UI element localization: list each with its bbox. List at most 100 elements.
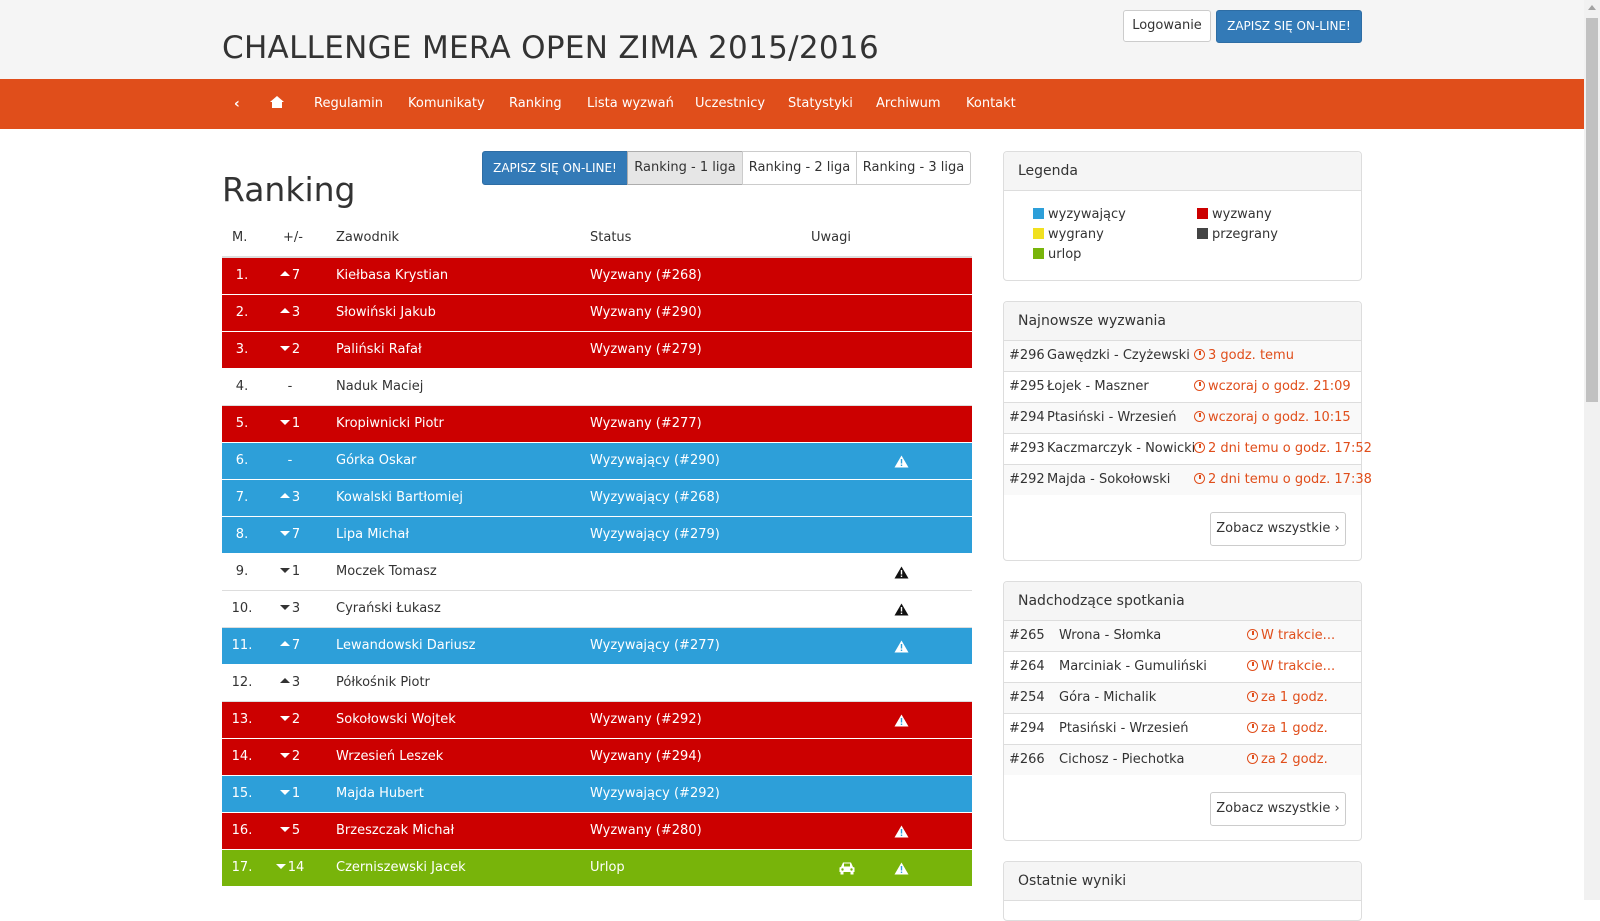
rank-position: 13. [231,712,253,727]
warning-icon[interactable] [894,591,914,627]
ranking-league-1-button[interactable]: Ranking - 1 liga [627,151,743,185]
arrow-up-icon [279,493,290,498]
match-players: Góra - Michalik [1059,690,1157,705]
rank-change: 1 [270,406,310,442]
table-row: 8. 7 Lipa Michał Wyzywający (#279) [222,517,972,554]
list-item[interactable]: #294 Ptasiński - Wrzesień za 1 godz. [1004,713,1361,744]
player-name[interactable]: Kropiwnicki Piotr [336,416,444,431]
player-name[interactable]: Kiełbasa Krystian [336,268,449,283]
chevron-left-icon[interactable]: ‹ [234,96,240,112]
scrollbar-thumb[interactable] [1586,18,1598,402]
player-name[interactable]: Brzeszczak Michał [336,823,455,838]
rank-change-value: 2 [291,712,301,727]
signup-button[interactable]: ZAPISZ SIĘ ON-LINE! [482,151,628,185]
match-players: Ptasiński - Wrzesień [1059,721,1189,736]
player-status[interactable]: Wyzwany (#290) [590,305,702,320]
rank-change-value: 3 [291,601,301,616]
login-button[interactable]: Logowanie [1123,10,1211,42]
legend-label: wyzywający [1048,207,1126,222]
player-name[interactable]: Czerniszewski Jacek [336,860,466,875]
rank-change-value: - [287,379,293,394]
player-status[interactable]: Wyzywający (#279) [590,527,720,542]
warning-icon[interactable] [894,702,914,738]
rank-position: 14. [231,749,253,764]
col-header-status: Status [590,230,632,245]
list-item[interactable]: #295 Łojek - Maszner wczoraj o godz. 21:09 [1004,371,1361,402]
nav-kontakt[interactable]: Kontakt [966,96,1016,111]
latest-challenges-panel: Najnowsze wyzwania #296 Gawędzki - Czyżew… [1003,301,1372,561]
ranking-league-2-button[interactable]: Ranking - 2 liga [742,151,857,185]
player-status[interactable]: Wyzywający (#292) [590,786,720,801]
legend-label: przegrany [1212,227,1278,242]
rank-change-value: 3 [291,675,301,690]
rank-change: 3 [270,665,310,701]
player-status[interactable]: Wyzwany (#279) [590,342,702,357]
match-time: wczoraj o godz. 10:15 [1194,403,1351,433]
nav-komunikaty[interactable]: Komunikaty [408,96,485,111]
see-all-label: Zobacz wszystkie [1216,801,1331,816]
player-name[interactable]: Cyrański Łukasz [336,601,441,616]
scroll-up-arrow-icon[interactable] [1588,5,1596,10]
legend-item-vacation: urlop [1033,247,1081,262]
rank-change: - [270,369,310,405]
nav-statystyki[interactable]: Statystyki [788,96,853,111]
warning-icon[interactable] [894,443,914,479]
nav-lista-wyzwan[interactable]: Lista wyzwań [587,96,674,111]
player-name[interactable]: Słowiński Jakub [336,305,436,320]
warning-icon[interactable] [894,813,914,849]
player-name[interactable]: Kowalski Bartłomiej [336,490,463,505]
player-name[interactable]: Sokołowski Wojtek [336,712,456,727]
page-title: Ranking [222,170,356,209]
player-name[interactable]: Majda Hubert [336,786,424,801]
player-status[interactable]: Wyzwany (#280) [590,823,702,838]
nav-ranking[interactable]: Ranking [509,96,562,111]
player-status[interactable]: Wyzywający (#277) [590,638,720,653]
legend-label: urlop [1048,247,1082,262]
player-name[interactable]: Lipa Michał [336,527,410,542]
nav-regulamin[interactable]: Regulamin [314,96,384,111]
player-status[interactable]: Urlop [590,860,625,875]
nav-uczestnicy[interactable]: Uczestnicy [695,96,766,111]
see-all-challenges-button[interactable]: Zobacz wszystkie › [1210,512,1346,546]
player-status[interactable]: Wyzwany (#292) [590,712,702,727]
arrow-down-icon [279,605,290,610]
rank-position: 12. [231,675,253,690]
player-name[interactable]: Górka Oskar [336,453,417,468]
player-name[interactable]: Naduk Maciej [336,379,424,394]
signup-button-header[interactable]: ZAPISZ SIĘ ON-LINE! [1216,10,1362,43]
player-name[interactable]: Wrzesień Leszek [336,749,444,764]
match-time: 3 godz. temu [1194,341,1294,371]
list-item[interactable]: #265 Wrona - Słomka W trakcie... [1004,620,1361,651]
rank-change: 3 [270,591,310,627]
player-status[interactable]: Wyzywający (#268) [590,490,720,505]
player-name[interactable]: Półkośnik Piotr [336,675,430,690]
nav-archiwum[interactable]: Archiwum [876,96,941,111]
player-status[interactable]: Wyzwany (#277) [590,416,702,431]
rank-position: 5. [235,416,249,431]
arrow-down-icon [279,420,290,425]
rank-change-value: 1 [291,416,301,431]
list-item[interactable]: #296 Gawędzki - Czyżewski 3 godz. temu [1004,340,1361,371]
list-item[interactable]: #264 Marciniak - Gumuliński W trakcie... [1004,651,1361,682]
see-all-matches-button[interactable]: Zobacz wszystkie › [1210,792,1346,826]
ranking-league-3-button[interactable]: Ranking - 3 liga [856,151,971,185]
list-item[interactable]: #294 Ptasiński - Wrzesień wczoraj o godz. … [1004,402,1361,433]
match-time: za 1 godz. [1247,683,1328,713]
player-status[interactable]: Wyzwany (#294) [590,749,702,764]
match-time-label: za 1 godz. [1261,721,1328,736]
list-item[interactable]: #266 Cichosz - Piechotka za 2 godz. [1004,744,1361,775]
warning-icon[interactable] [894,850,914,886]
list-item[interactable]: #254 Góra - Michalik za 1 godz. [1004,682,1361,713]
home-icon[interactable] [270,79,284,129]
warning-icon[interactable] [894,628,914,664]
player-status[interactable]: Wyzwany (#268) [590,268,702,283]
player-name[interactable]: Lewandowski Dariusz [336,638,476,653]
arrow-down-icon [279,827,290,832]
player-name[interactable]: Paliński Rafał [336,342,422,357]
list-item[interactable]: #292 Majda - Sokołowski 2 dni temu o godz.… [1004,464,1372,495]
player-status[interactable]: Wyzywający (#290) [590,453,720,468]
warning-icon[interactable] [894,554,914,590]
player-name[interactable]: Moczek Tomasz [336,564,437,579]
table-row: 2. 3 Słowiński Jakub Wyzwany (#290) [222,295,972,332]
list-item[interactable]: #293 Kaczmarczyk - Nowicki 2 dni temu o go… [1004,433,1372,464]
